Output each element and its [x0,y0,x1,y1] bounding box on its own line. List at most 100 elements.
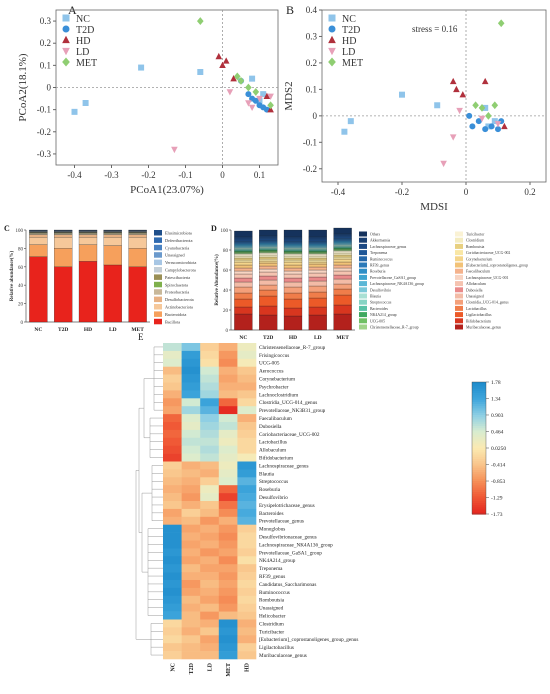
bar-segment-ligilactobacillus [259,296,277,306]
heatmap-cell [219,414,238,422]
heatmap-cell [200,414,219,422]
y-tick-label: -0.1 [37,105,51,115]
data-point-met [472,101,479,109]
heatmap-cell [219,469,238,477]
bar-segment-[eubacterium]_coprostanoligenes_group [309,264,327,267]
bar-segment-roseburia [334,241,352,242]
bar-segment-actinobacteriota [29,237,47,244]
bar-segment-streptococcus [234,249,252,250]
legend-swatch [455,294,463,299]
legend-marker-hd [62,36,70,43]
heatmap-cell [237,525,256,533]
heatmap-cell [237,509,256,517]
y-tick-label: 0 [21,321,24,326]
legend-marker-met [328,57,336,66]
heatmap-cell [163,454,182,462]
legend-marker-nc [63,15,70,22]
heatmap-cell [182,383,201,391]
bar-segment-ucg-005 [334,249,352,250]
heatmap-cell [182,430,201,438]
bar-segment-desulfobacterota [129,235,147,238]
heatmap-cell [182,651,201,659]
bar-segment-ruminococcus [234,242,252,243]
heatmap-cell [219,383,238,391]
legend-swatch [455,250,463,255]
bar-segment-lachnospiraceae_nk4a136_group [334,243,352,244]
y-tick-label: 60 [18,266,24,271]
heatmap-cell [200,627,219,635]
legend-marker-t2d [63,26,70,33]
data-point-t2d [482,126,488,132]
heatmap-cell [237,596,256,604]
data-point-nc [72,109,78,115]
bar-segment-akkermansia [309,237,327,239]
x-tick-label: 0 [464,187,469,197]
bar-segment-clostridia_ucg-014_genus [334,284,352,289]
row-label: Prevotellaceae_genus [259,519,304,525]
bar-segment-muribaculaceae_genus [234,314,252,330]
bar-segment-nk4a214_group [234,251,252,252]
heatmap-cell [200,580,219,588]
bar-segment-dubosiella [284,278,302,282]
bar-segment-unassigned [309,281,327,286]
data-point-nc [138,65,144,71]
bar-segment-nk4a214_group [259,250,277,251]
data-point-hd [450,78,457,84]
legend-swatch [359,256,367,261]
heatmap-cell [182,643,201,651]
heatmap-cell [182,469,201,477]
heatmap-cell [163,343,182,351]
heatmap-cell [182,359,201,367]
heatmap-cell [182,398,201,406]
bar-segment-lachnospiraceae_nk4a136_group [259,245,277,246]
bar-segment-proteobacteria [129,233,147,234]
legend-label: RF39_genus [370,264,390,268]
bar-segment-treponema [334,238,352,239]
heatmap-cell [219,643,238,651]
heatmap-cell [237,548,256,556]
heatmap-cell [237,517,256,525]
heatmap-cell [200,525,219,533]
legend-swatch [359,281,367,286]
heatmap-cell [200,343,219,351]
data-point-t2d [489,123,495,129]
legend-label: HD [76,36,90,47]
colorbar-tick-label: 1.78 [491,380,501,386]
bar-segment-ucg-005 [234,252,252,253]
bar-segment-desulfobacterota [79,235,97,238]
heatmap-cell [237,635,256,643]
bar-segment-bacteroides [284,250,302,251]
legend-label: Streptococcus [370,301,392,305]
heatmap-cell [237,612,256,620]
heatmap-cell [182,635,201,643]
bar-segment-bacteroidota [54,248,72,266]
heatmap-cell [219,596,238,604]
x-tick-label: HD [84,327,92,333]
bar-segment-dubosiella [259,276,277,280]
bar-segment-clostridia_ucg-014_genus [309,286,327,292]
row-label: Blautia [259,471,275,477]
heatmap-cell [163,596,182,604]
heatmap-cell [163,517,182,525]
legend-swatch [154,304,162,310]
heatmap-cell [200,398,219,406]
heatmap-cell [200,359,219,367]
y-tick-label: -0.1 [303,137,317,147]
bar-segment-lachnospiraceae_nk4a136_group [234,246,252,247]
bar-segment-lactobacillus [334,289,352,295]
data-point-nc [249,76,255,82]
row-label: RF39_genus [259,574,285,580]
bar-segment-bacteroides [234,250,252,251]
heatmap-cell [163,430,182,438]
legend-label: Treponema [370,251,387,255]
colorbar-tick-label: -0.414 [491,463,505,469]
row-label: Lachnospiraceae_genus [259,463,309,469]
bar-segment-turicibacter [259,253,277,255]
heatmap-cell [237,477,256,485]
heatmap-cell [182,556,201,564]
y-tick-label: 0.3 [306,31,318,41]
bar-segment-clostridia_ucg-014_genus [284,287,302,293]
bar-segment-clostridium [259,255,277,257]
row-label: Prevotellaceae_NK3B31_group [259,408,326,414]
